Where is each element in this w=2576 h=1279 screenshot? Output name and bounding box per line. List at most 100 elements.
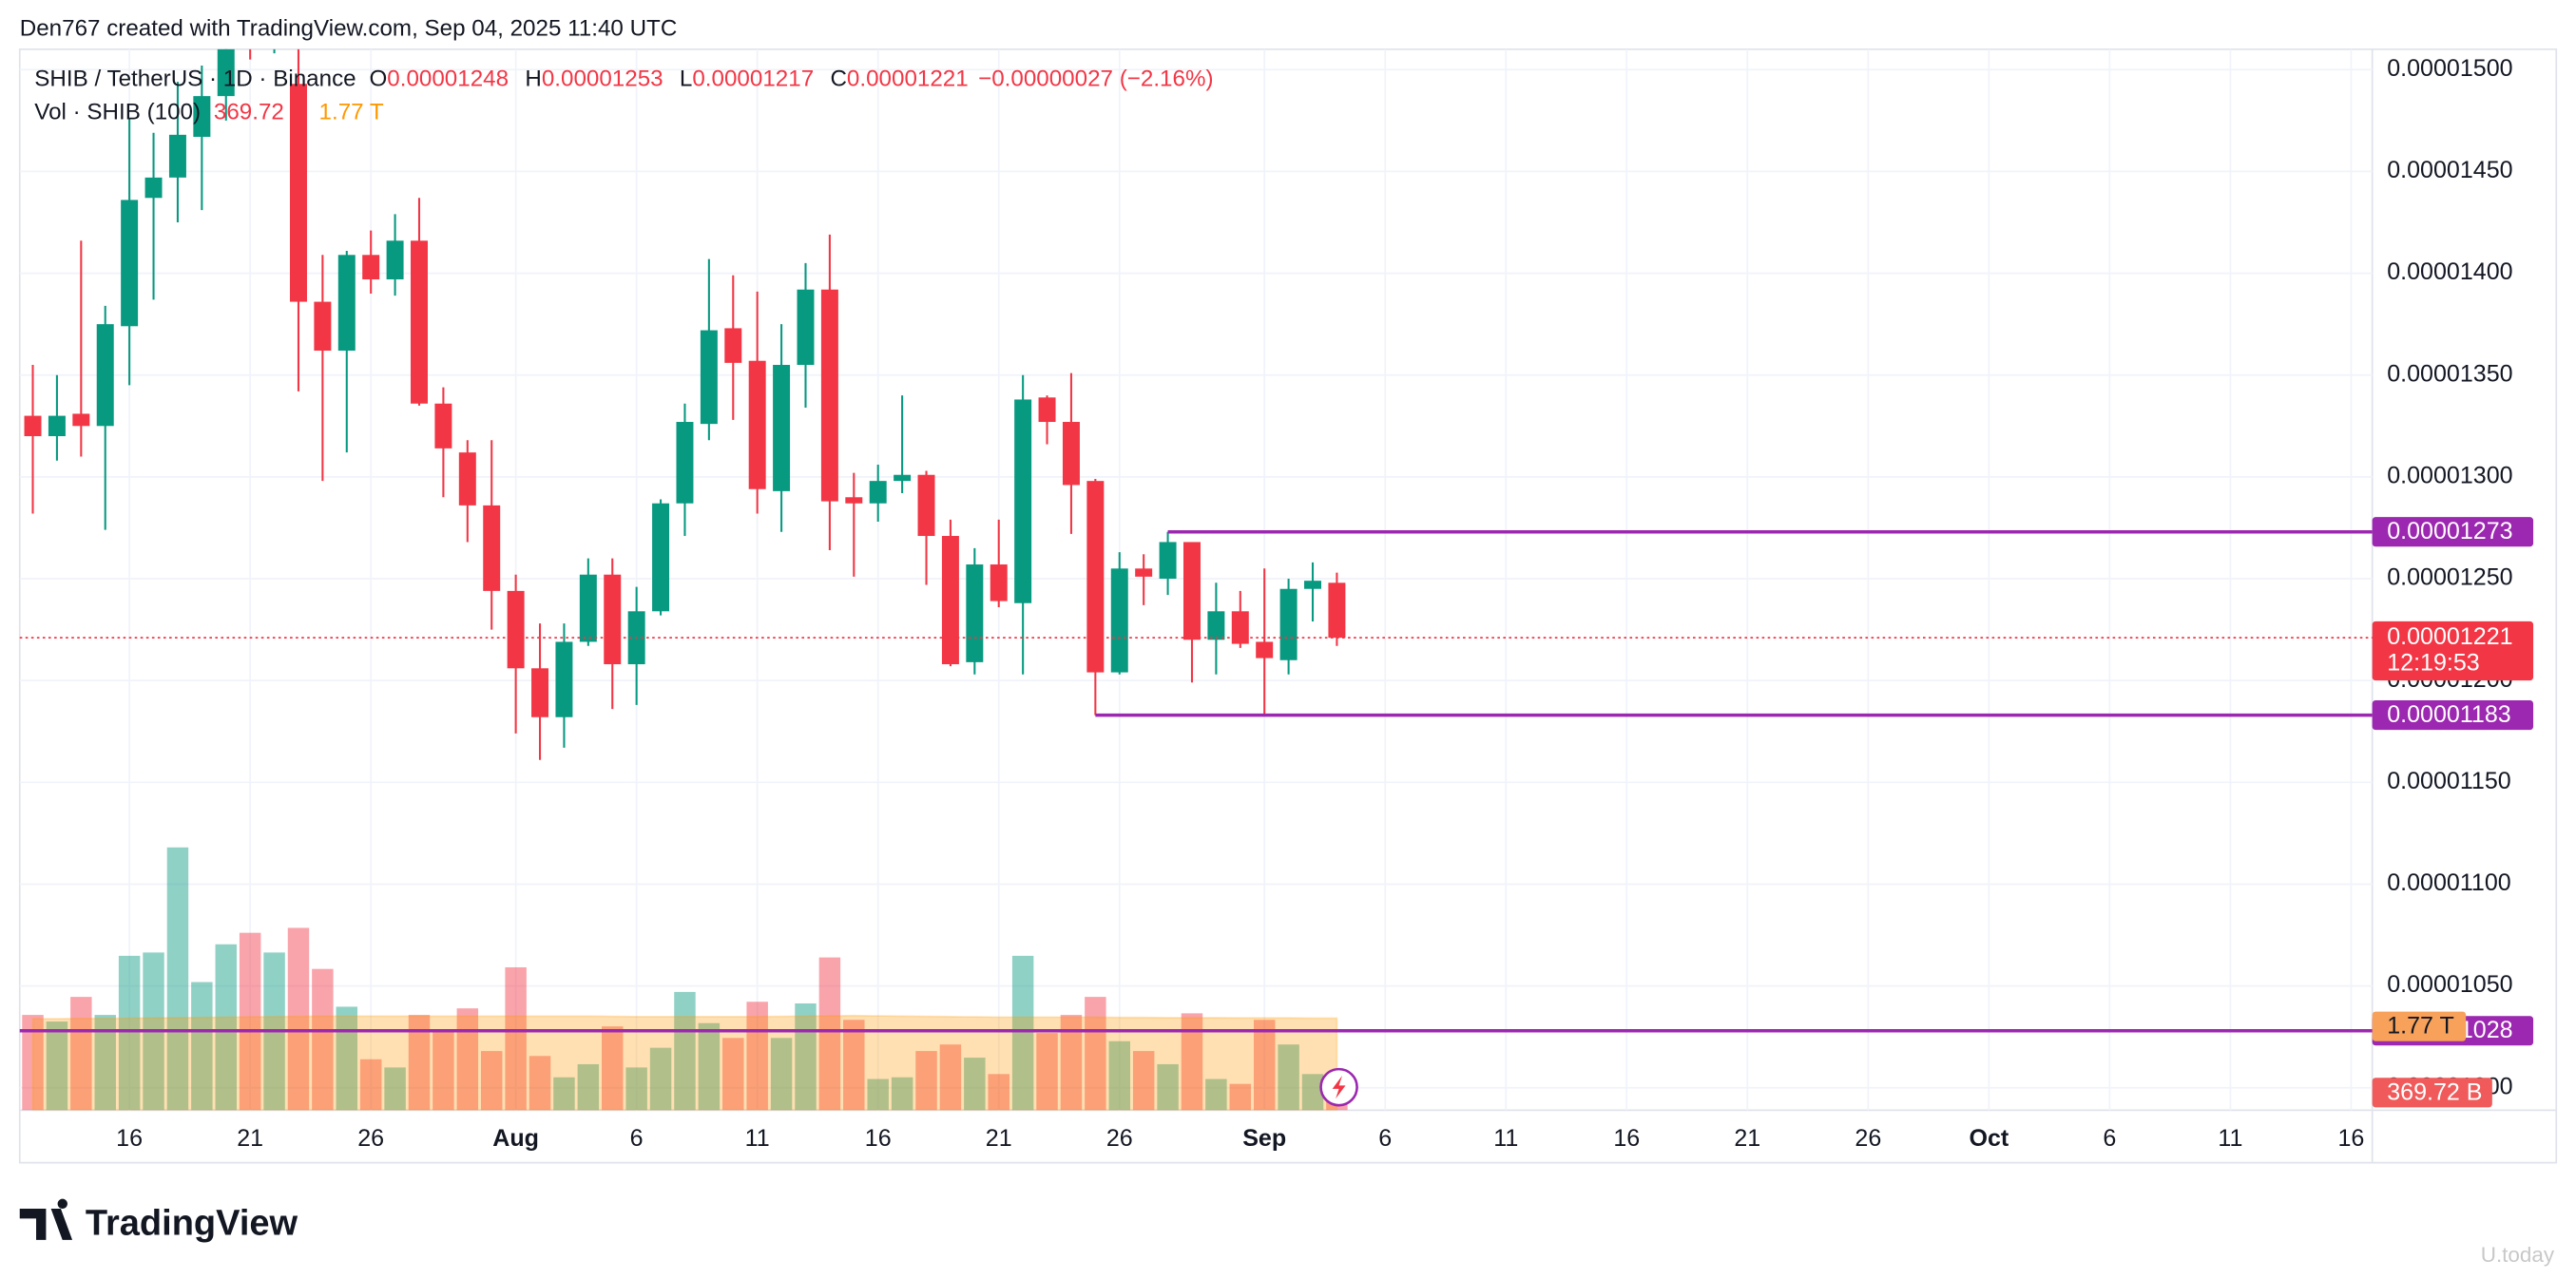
x-tick-label: 6 <box>2103 1125 2116 1152</box>
x-tick-label: 21 <box>1734 1125 1760 1152</box>
volume-bar <box>1278 1044 1299 1111</box>
candle-body <box>652 503 670 612</box>
x-tick-label: Sep <box>1242 1125 1286 1152</box>
candle-body <box>96 324 114 427</box>
volume-bar <box>191 982 213 1111</box>
volume-bar <box>118 955 141 1111</box>
volume-bar <box>915 1051 937 1111</box>
candle-body <box>773 365 791 491</box>
volume-bar <box>505 966 527 1111</box>
volume-bar <box>529 1056 551 1111</box>
volume-ma-value: 1.77 T <box>319 100 384 125</box>
volume-bar <box>1132 1051 1155 1111</box>
candle-body <box>314 301 332 352</box>
last-price-label: 0.00001221 <box>2387 623 2512 650</box>
y-tick-label: 0.00001500 <box>2387 55 2512 82</box>
volume-bar <box>674 991 696 1111</box>
candle-body <box>434 403 452 449</box>
volume-bar <box>939 1044 962 1111</box>
volume-bar <box>22 1015 44 1111</box>
x-tick-label: 26 <box>1106 1125 1133 1152</box>
volume-bar <box>480 1051 503 1111</box>
caption: Den767 created with TradingView.com, Sep… <box>20 16 678 42</box>
volume-bar <box>239 932 261 1111</box>
volume-bar <box>722 1038 744 1111</box>
x-tick-label: 6 <box>1378 1125 1392 1152</box>
candle-body <box>289 84 307 302</box>
volume-bar <box>1108 1040 1130 1111</box>
candle-body <box>894 474 912 482</box>
volume-bar <box>70 997 92 1111</box>
chart-frame <box>18 48 2558 1164</box>
volume-name: Vol · SHIB (100) <box>34 100 201 125</box>
candle-body <box>1086 481 1105 673</box>
candle-body <box>724 328 742 363</box>
y-tick-label: 0.00001450 <box>2387 157 2512 183</box>
volume-bar <box>1085 997 1106 1111</box>
volume-bar <box>166 847 189 1111</box>
volume-bar <box>1060 1015 1083 1111</box>
volume-pane <box>22 847 1348 1111</box>
volume-bar <box>577 1063 600 1111</box>
y-tick-label: 0.00001350 <box>2387 360 2512 387</box>
volume-bar <box>988 1074 1009 1111</box>
legend-value: 0.00001221 <box>847 67 969 92</box>
y-tick-label: 0.00001100 <box>2387 869 2510 896</box>
y-tick-label: 0.00001300 <box>2387 462 2512 488</box>
volume-bar <box>698 1022 721 1111</box>
candle-body <box>604 574 622 665</box>
candle-body <box>48 415 66 437</box>
y-tick-label: 0.00001250 <box>2387 564 2512 591</box>
legend-value: 0.00001248 <box>387 67 509 92</box>
volume-bar <box>770 1038 793 1111</box>
candle-body <box>193 96 211 137</box>
x-tick-label: Aug <box>492 1125 539 1152</box>
candle-body <box>507 590 525 669</box>
last-price-tag <box>2372 620 2534 681</box>
candle-body <box>362 255 380 280</box>
volume-bar <box>602 1026 624 1111</box>
candle-body <box>1062 422 1080 486</box>
x-tick-label: 21 <box>237 1125 263 1152</box>
replay-icon <box>1319 1067 1358 1107</box>
x-tick-label: 11 <box>745 1125 770 1152</box>
volume-ma-tag <box>2372 1011 2467 1041</box>
candle-body <box>1014 399 1032 603</box>
volume-bar <box>1036 1033 1058 1111</box>
candle-body <box>144 177 163 199</box>
volume-bar <box>94 1015 116 1111</box>
volume-bar <box>215 944 237 1111</box>
candle-body <box>1231 611 1249 644</box>
volume-bar <box>1301 1074 1324 1111</box>
x-tick-label: 16 <box>1613 1125 1640 1152</box>
volume-bar <box>625 1067 647 1111</box>
x-tick-label: 26 <box>1855 1125 1881 1152</box>
candle-body <box>555 641 573 717</box>
x-tick-label: 26 <box>357 1125 384 1152</box>
candle-body <box>121 200 139 327</box>
legend-row: SHIB / TetherUS · 1D · Binance O0.0000124… <box>34 67 1213 92</box>
volume-bar <box>46 1021 68 1111</box>
axes: 16 21 26 Aug 6 11 16 21 26 Sep 6 11 16 21 26 Oct 6 11 16 0.… <box>116 55 2534 1152</box>
legend-label: H <box>525 67 541 92</box>
candle-body <box>72 413 90 427</box>
candle-body <box>990 564 1008 601</box>
volume-ma-tag-label: 1.77 T <box>2387 1013 2454 1040</box>
candle-body <box>1038 397 1056 423</box>
y-tick-label: 0.00001400 <box>2387 258 2512 285</box>
volume-tag <box>2372 1078 2492 1108</box>
candle-body <box>869 481 887 504</box>
volume-bar <box>1157 1063 1179 1111</box>
candle-body <box>217 48 235 97</box>
legend-label: L <box>680 67 692 92</box>
volume-bar <box>408 1015 431 1111</box>
brand: TradingView <box>19 1198 298 1243</box>
price-tag-label: 0.00001183 <box>2387 701 2510 728</box>
volume-bar <box>964 1058 986 1111</box>
candle-body <box>1182 542 1201 640</box>
x-tick-label: 11 <box>2218 1125 2242 1152</box>
volume-ma-area <box>31 1014 1338 1111</box>
volume-bar <box>359 1059 382 1111</box>
